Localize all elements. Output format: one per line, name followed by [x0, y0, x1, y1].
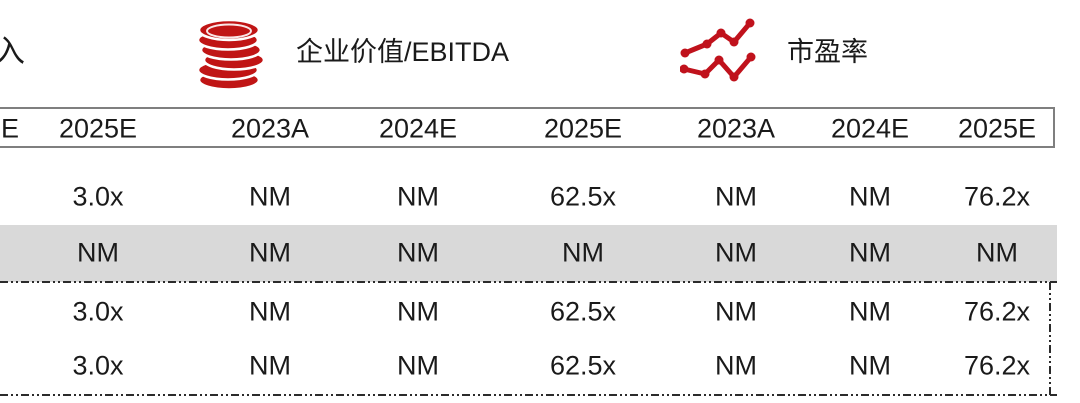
header-cell-2025e: 2025E — [58, 113, 138, 144]
table-cell: NM — [249, 296, 291, 327]
dash-divider-bottom — [0, 394, 1057, 396]
table-cell: NM — [849, 350, 891, 381]
table-cell: 62.5x — [549, 181, 617, 212]
table-cell: 62.5x — [549, 350, 617, 381]
header-cell-2025e: 2025E — [957, 113, 1037, 144]
header-cell-2023a: 2023A — [696, 113, 776, 144]
highlighted-row-background — [0, 225, 1057, 282]
table-cell: NM — [249, 237, 291, 268]
table-cell: NM — [249, 350, 291, 381]
table-cell: 76.2x — [963, 296, 1031, 327]
table-cell: 3.0x — [72, 296, 124, 327]
table-cell: NM — [715, 296, 757, 327]
dash-divider-right — [1049, 282, 1051, 395]
table-header-box — [0, 107, 1055, 148]
header-cell-2024e: 2024E — [830, 113, 910, 144]
header-cell-2023a: 2023A — [230, 113, 310, 144]
table-cell: NM — [397, 350, 439, 381]
table-cell: NM — [849, 296, 891, 327]
table-cell: NM — [77, 237, 119, 268]
table-cell: NM — [562, 237, 604, 268]
table-cell: NM — [715, 181, 757, 212]
table-cell: 76.2x — [963, 350, 1031, 381]
table-cell: NM — [715, 350, 757, 381]
table-cell: 3.0x — [72, 181, 124, 212]
table-cell: NM — [249, 181, 291, 212]
header-cell-2024e: 2024E — [378, 113, 458, 144]
dash-divider-top — [0, 281, 1057, 283]
header-cell-2025e: 2025E — [543, 113, 623, 144]
header-cell-partial: E — [0, 113, 20, 144]
table-cell: NM — [849, 181, 891, 212]
table-cell: NM — [715, 237, 757, 268]
legend-label-pe: 市盈率 — [787, 37, 868, 67]
table-cell: NM — [976, 237, 1018, 268]
legend-label-revenue-partial: 入 — [0, 34, 25, 69]
table-cell: 3.0x — [72, 350, 124, 381]
table-cell: NM — [849, 237, 891, 268]
table-cell: 76.2x — [963, 181, 1031, 212]
legend-label-ev-ebitda: 企业价值/EBITDA — [296, 37, 510, 67]
table-cell: NM — [397, 181, 439, 212]
table-cell: 62.5x — [549, 296, 617, 327]
pe-trend-icon — [679, 13, 756, 85]
coins-icon — [195, 14, 267, 92]
table-cell: NM — [397, 237, 439, 268]
table-cell: NM — [397, 296, 439, 327]
